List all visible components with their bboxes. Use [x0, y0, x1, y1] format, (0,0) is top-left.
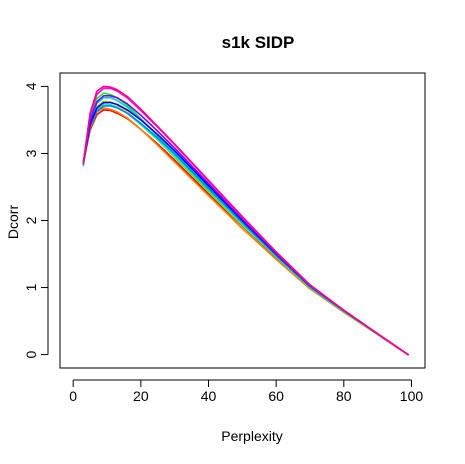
x-axis: 0 20 40 60 80 100 — [69, 379, 424, 404]
y-tick-label: 4 — [23, 82, 39, 90]
y-axis-label: Dcorr — [5, 205, 21, 240]
y-tick-label: 2 — [23, 216, 39, 224]
series-line-7 — [82, 105, 409, 356]
x-axis-label: Perplexity — [221, 428, 282, 444]
y-tick-label: 1 — [23, 283, 39, 291]
x-tick-label: 80 — [336, 388, 352, 404]
chart-title: s1k SIDP — [222, 33, 295, 52]
y-tick-label: 3 — [23, 149, 39, 157]
series-line-10 — [82, 87, 409, 356]
x-tick-label: 100 — [400, 388, 424, 404]
series-line-11 — [82, 85, 409, 356]
x-tick-label: 60 — [268, 388, 284, 404]
y-tick-label: 0 — [23, 350, 39, 358]
x-tick-label: 0 — [69, 388, 77, 404]
x-tick-label: 20 — [133, 388, 149, 404]
y-axis: 0 1 2 3 4 — [23, 82, 49, 358]
x-tick-label: 40 — [201, 388, 217, 404]
series-line-2 — [82, 107, 409, 356]
series-layer — [82, 85, 409, 356]
plot-frame — [59, 72, 426, 369]
